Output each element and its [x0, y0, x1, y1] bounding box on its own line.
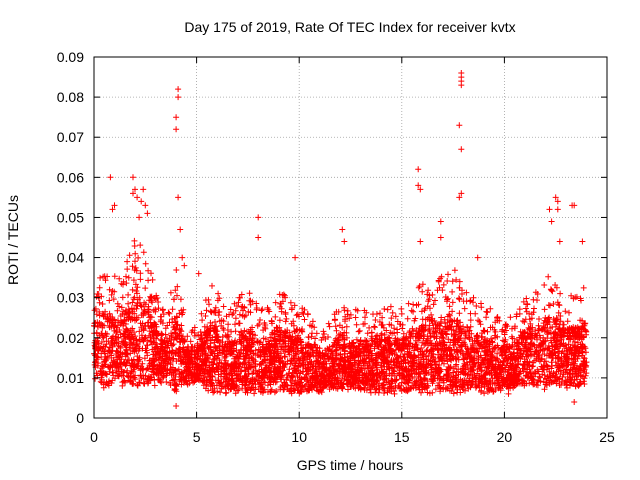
y-tick-label: 0.04: [57, 250, 84, 266]
y-tick-label: 0: [76, 410, 84, 426]
y-tick-label: 0.05: [57, 209, 84, 225]
x-tick-label: 0: [90, 429, 98, 445]
x-tick-label: 15: [394, 429, 410, 445]
y-tick-label: 0.03: [57, 290, 84, 306]
x-tick-label: 5: [193, 429, 201, 445]
chart-title: Day 175 of 2019, Rate Of TEC Index for r…: [184, 19, 515, 35]
y-tick-label: 0.07: [57, 129, 84, 145]
data-points: [91, 70, 590, 409]
axis-ticks: 0 0.01 0.02 0.03 0.04 0.05 0.06 0.07 0.08 0.09 0 5 1…: [57, 49, 615, 445]
plot-frame: [93, 56, 608, 419]
x-tick-label: 20: [497, 429, 513, 445]
x-tick-label: 10: [291, 429, 307, 445]
x-tick-label: 25: [599, 429, 615, 445]
y-tick-label: 0.01: [57, 370, 84, 386]
y-axis-label: ROTI / TECUs: [5, 195, 21, 285]
y-tick-label: 0.06: [57, 169, 84, 185]
y-tick-label: 0.02: [57, 330, 84, 346]
x-axis-label: GPS time / hours: [297, 457, 404, 473]
roti-series-points: [91, 70, 590, 409]
y-tick-label: 0.09: [57, 49, 84, 65]
y-tick-label: 0.08: [57, 89, 84, 105]
